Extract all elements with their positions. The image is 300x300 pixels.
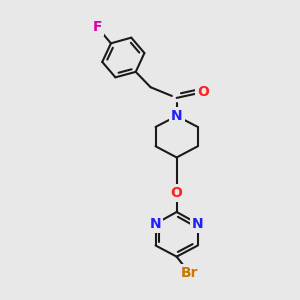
Text: N: N (150, 217, 161, 231)
Text: N: N (171, 109, 182, 123)
Text: Br: Br (180, 266, 198, 280)
Text: N: N (192, 217, 204, 231)
Text: O: O (197, 85, 208, 99)
Text: F: F (92, 20, 102, 34)
Text: O: O (171, 186, 183, 200)
